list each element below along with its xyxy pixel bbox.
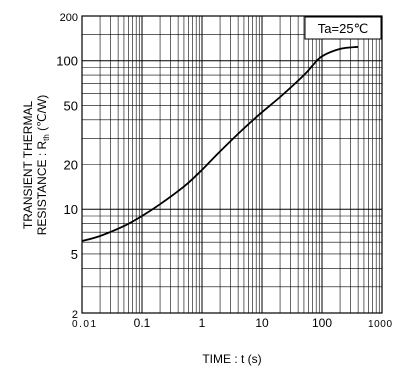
- y-axis-label-subscript: th: [42, 134, 51, 141]
- x-tick-labels: 0.01 0.1 1 10 100 1000: [72, 316, 392, 330]
- y-tick-label: 5: [71, 247, 78, 262]
- y-tick-label: 20: [64, 158, 78, 173]
- x-tick-label: 0.1: [134, 316, 151, 330]
- series-line-transient-thermal-resistance: [81, 45, 359, 242]
- y-axis-label-line1: TRANSIENT THERMAL: [21, 101, 35, 230]
- grid-lines: [82, 16, 382, 313]
- annotation-box-border: [304, 16, 382, 40]
- plot-frame: [81, 15, 383, 314]
- x-tick-label: 1000: [368, 319, 392, 330]
- y-tick-label: 10: [64, 202, 78, 217]
- x-tick-label: 0.01: [72, 319, 96, 330]
- x-tick-label: 10: [255, 316, 269, 330]
- y-tick-label: 2: [72, 309, 78, 321]
- x-tick-label: 1: [199, 316, 206, 330]
- y-axis-label-main: RESISTANCE : R: [35, 141, 49, 236]
- y-axis-label-line2: RESISTANCE : Rth (℃/W): [35, 95, 51, 236]
- annotation-ta: Ta=25℃: [318, 21, 368, 36]
- y-tick-label: 200: [60, 12, 78, 24]
- y-axis-label-unit: (℃/W): [35, 95, 49, 134]
- y-tick-label: 100: [56, 54, 78, 69]
- y-tick-label: 50: [64, 98, 78, 113]
- annotation-box: Ta=25℃: [304, 16, 382, 40]
- x-axis-label: TIME : t (s): [202, 352, 261, 366]
- y-tick-labels: 2 5 10 20 50 100 200: [56, 12, 78, 321]
- x-tick-label: 100: [312, 316, 332, 330]
